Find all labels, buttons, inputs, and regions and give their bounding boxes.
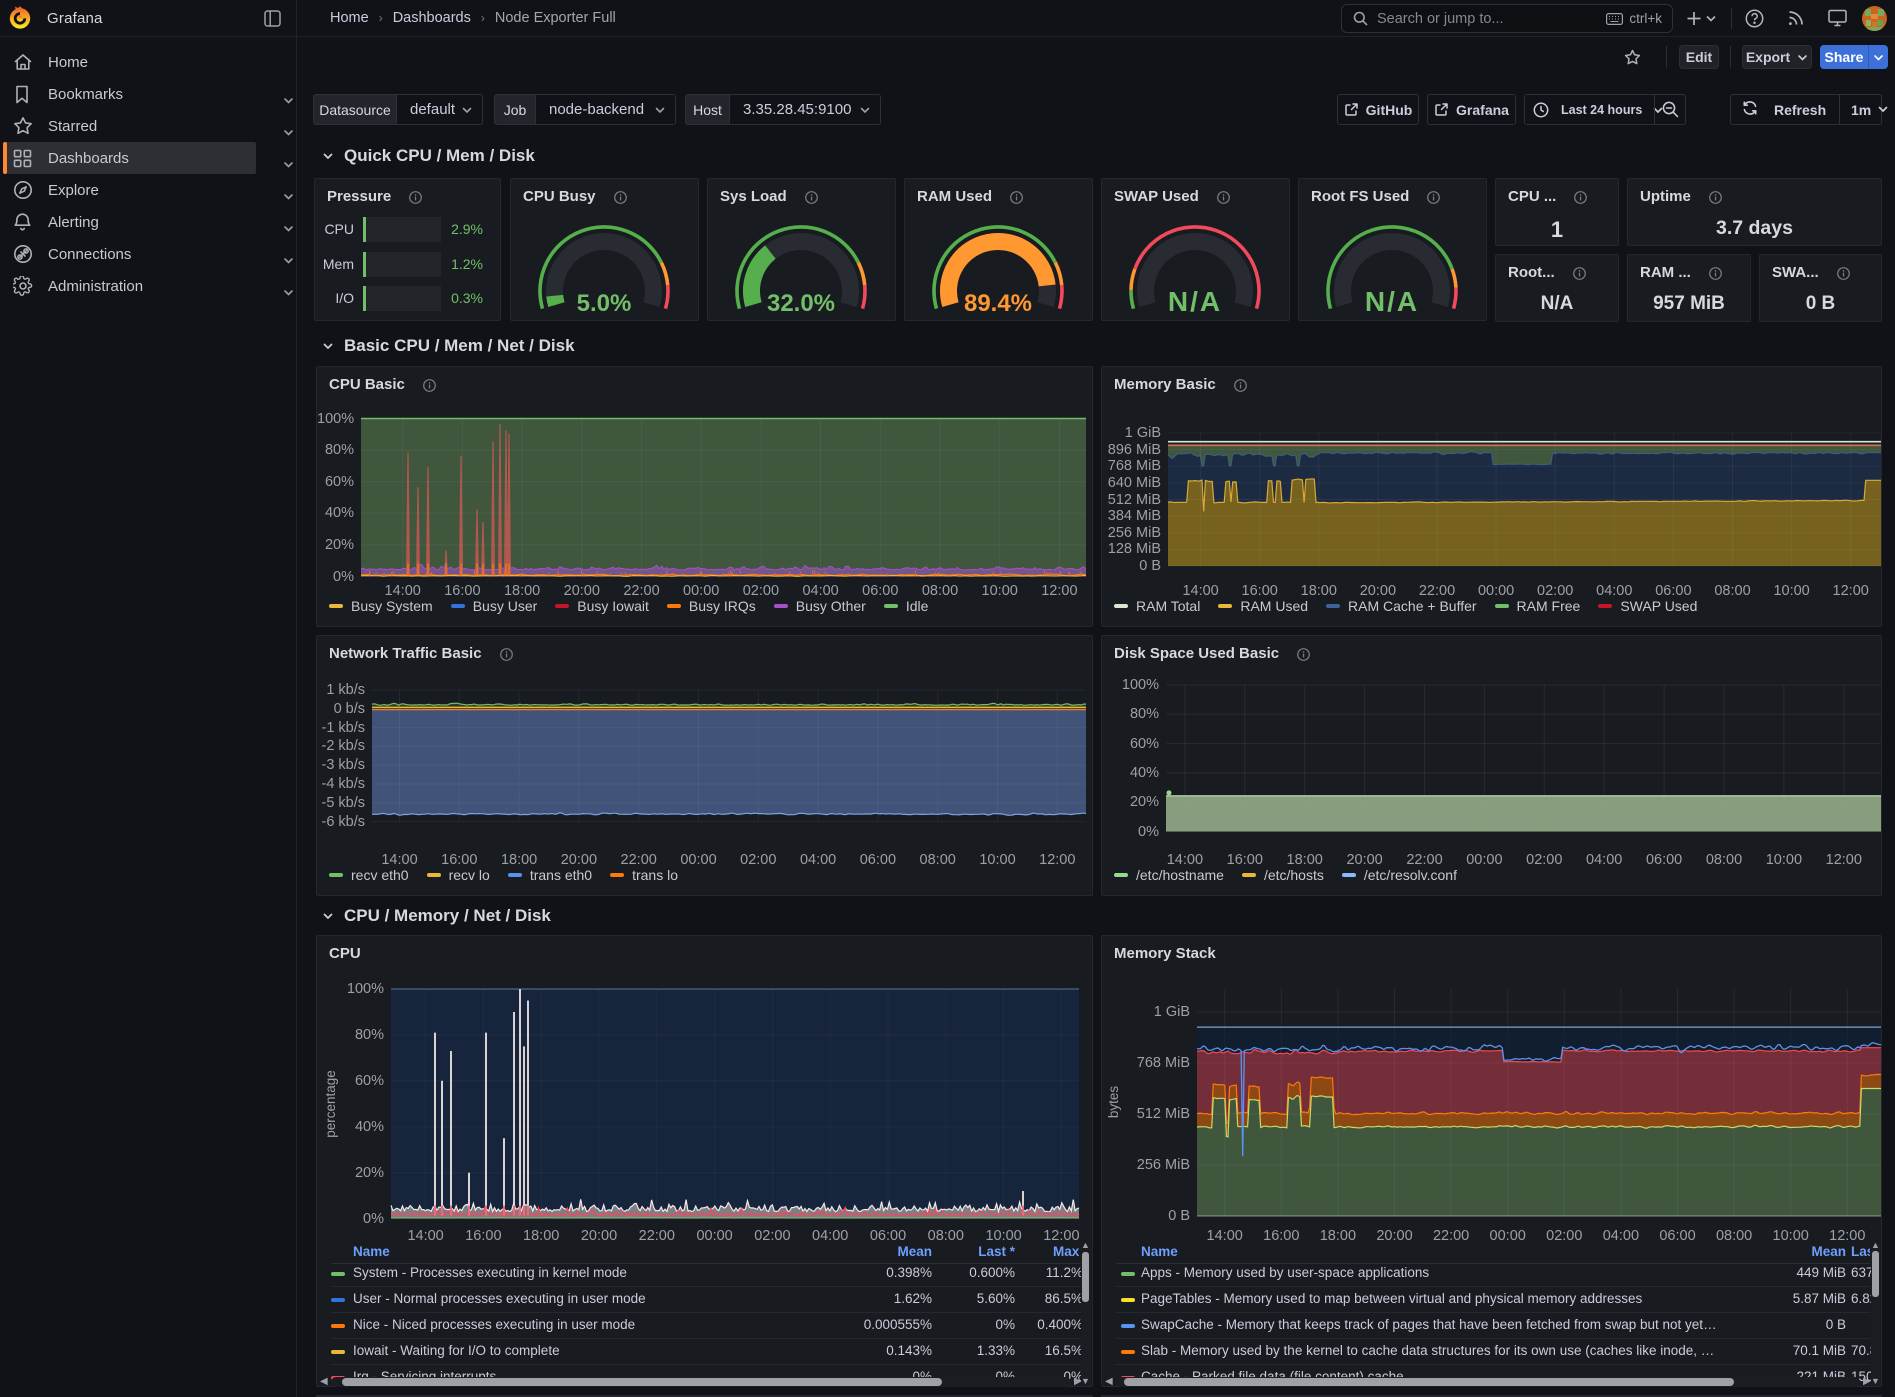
svg-text:N/A: N/A — [1168, 286, 1222, 317]
svg-text:32.0%: 32.0% — [767, 290, 835, 317]
svg-text:N/A: N/A — [1365, 286, 1419, 317]
svg-text:5.0%: 5.0% — [577, 290, 632, 317]
svg-text:89.4%: 89.4% — [964, 290, 1032, 317]
